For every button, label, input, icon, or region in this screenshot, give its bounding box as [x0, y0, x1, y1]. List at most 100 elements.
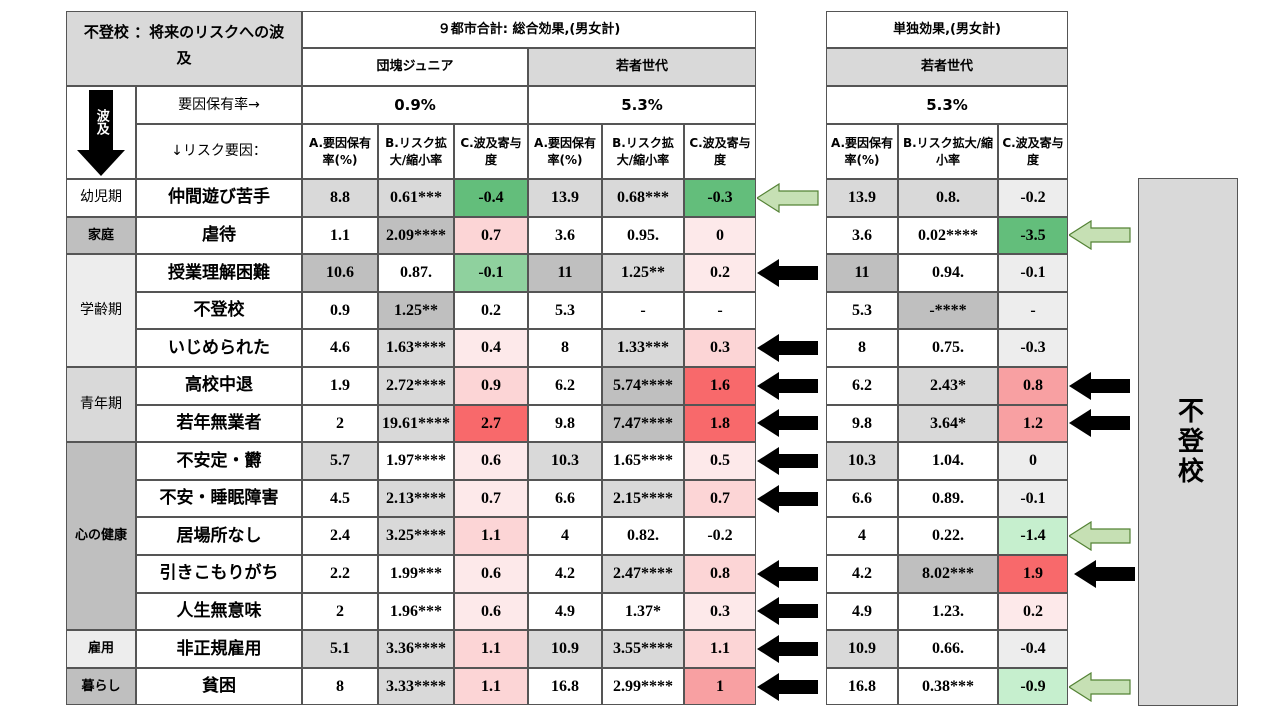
- risk-factor-name: 不安・睡眠障害: [136, 479, 302, 518]
- value-col-a: 2: [302, 592, 378, 631]
- value-col-a: 10.9: [826, 630, 898, 668]
- value-col-c: 0: [684, 216, 756, 255]
- left-arrow-outline-icon: [1069, 521, 1131, 552]
- value-col-a: 3.6: [826, 216, 898, 255]
- page-title-cont: 及: [176, 49, 192, 68]
- value-col-a: 8: [528, 329, 602, 367]
- value-col-b: 1.25**: [602, 254, 684, 292]
- value-col-a: 4.9: [528, 592, 602, 631]
- value-col-a: 4: [528, 517, 602, 555]
- value-col-c: 0.3: [684, 329, 756, 367]
- value-col-b: 1.96***: [378, 592, 454, 631]
- subheader-col-c: C.波及寄与度: [454, 124, 528, 179]
- value-col-c: -: [998, 291, 1068, 330]
- subheader-col-c: C.波及寄与度: [684, 124, 756, 179]
- value-col-a: 16.8: [528, 667, 602, 706]
- down-arrow-icon: [77, 89, 125, 176]
- prevalence-wakamono: 5.3%: [528, 86, 756, 124]
- value-col-c: -0.1: [454, 254, 528, 292]
- left-arrow-icon: [757, 672, 818, 701]
- value-col-b: 2.47****: [602, 555, 684, 593]
- value-col-c: -0.1: [998, 479, 1068, 518]
- value-col-a: 4.2: [826, 555, 898, 593]
- left-arrow-icon: [757, 635, 818, 663]
- value-col-b: 0.95.: [602, 216, 684, 255]
- value-col-b: 0.94.: [898, 254, 998, 292]
- left-arrow-icon: [757, 334, 818, 363]
- value-col-b: 3.36****: [378, 630, 454, 668]
- section-label: 家庭: [66, 216, 136, 255]
- left-arrow-icon: [757, 559, 818, 588]
- value-col-c: -0.3: [998, 329, 1068, 367]
- value-col-c: 0.4: [454, 329, 528, 367]
- value-col-c: 0.2: [684, 254, 756, 292]
- right-label: 不登校: [1138, 178, 1238, 706]
- value-col-c: 0.7: [454, 216, 528, 255]
- value-col-a: 11: [826, 254, 898, 292]
- value-col-b: 0.82.: [602, 517, 684, 555]
- page-title: 不登校 ：将来のリスクへの波: [83, 23, 285, 41]
- value-col-b: 7.47****: [602, 404, 684, 443]
- value-col-c: 1.1: [454, 517, 528, 555]
- section-label: 幼児期: [66, 179, 136, 217]
- value-col-c: 1.2: [998, 404, 1068, 443]
- value-col-c: 0.2: [998, 592, 1068, 631]
- value-col-a: 6.6: [826, 479, 898, 518]
- value-col-a: 10.6: [302, 254, 378, 292]
- value-col-a: 5.7: [302, 442, 378, 480]
- value-col-c: -0.1: [998, 254, 1068, 292]
- risk-factor-name: 居場所なし: [136, 517, 302, 555]
- value-col-b: 1.63****: [378, 329, 454, 367]
- value-col-b: 8.02***: [898, 555, 998, 593]
- group-dankai: 団塊ジュニア: [302, 48, 528, 86]
- value-col-c: 0.2: [454, 291, 528, 330]
- value-col-c: 0: [998, 442, 1068, 480]
- value-col-a: 4.2: [528, 555, 602, 593]
- value-col-b: -: [602, 291, 684, 330]
- value-col-b: 2.99****: [602, 667, 684, 706]
- value-col-b: 1.37*: [602, 592, 684, 631]
- hakyu-cell: 波及: [66, 86, 136, 179]
- section-label: 暮らし: [66, 667, 136, 706]
- value-col-c: 0.6: [454, 442, 528, 480]
- value-col-b: 5.74****: [602, 367, 684, 405]
- value-col-c: 1.6: [684, 367, 756, 405]
- value-col-c: -0.4: [454, 179, 528, 217]
- value-col-c: 0.7: [684, 479, 756, 518]
- value-col-a: 13.9: [528, 179, 602, 217]
- value-col-a: 1.1: [302, 216, 378, 255]
- left-arrow-icon: [1074, 559, 1135, 588]
- value-col-a: 6.2: [528, 367, 602, 405]
- subheader-col-a: A.要因保有率(%): [826, 124, 898, 179]
- value-col-a: 10.9: [528, 630, 602, 668]
- right-label-text: 不登校: [1173, 397, 1204, 487]
- value-col-b: 2.13****: [378, 479, 454, 518]
- value-col-b: 1.99***: [378, 555, 454, 593]
- value-col-b: 0.75.: [898, 329, 998, 367]
- section-label: 学齢期: [66, 254, 136, 367]
- value-col-a: 11: [528, 254, 602, 292]
- header-total: ９都市合計: 総合効果,(男女計): [302, 11, 756, 48]
- value-col-a: 4: [826, 517, 898, 555]
- value-col-b: 2.09****: [378, 216, 454, 255]
- risk-factor-name: 高校中退: [136, 367, 302, 405]
- prevalence-dankai: 0.9%: [302, 86, 528, 124]
- value-col-a: 9.8: [826, 404, 898, 443]
- value-col-c: -0.3: [684, 179, 756, 217]
- value-col-c: 1.9: [998, 555, 1068, 593]
- value-col-b: 3.25****: [378, 517, 454, 555]
- risk-factor-name: 授業理解困難: [136, 254, 302, 292]
- section-label: 青年期: [66, 367, 136, 443]
- left-arrow-icon: [757, 371, 818, 400]
- value-col-b: 0.8.: [898, 179, 998, 217]
- value-col-b: 1.23.: [898, 592, 998, 631]
- value-col-c: 1: [684, 667, 756, 706]
- value-col-b: 3.33****: [378, 667, 454, 706]
- value-col-a: 0.9: [302, 291, 378, 330]
- risk-factor-label: ↓リスク要因：: [136, 124, 302, 179]
- risk-factor-name: 非正規雇用: [136, 630, 302, 668]
- value-col-b: 0.02****: [898, 216, 998, 255]
- title-cell: 不登校 ：将来のリスクへの波及: [66, 11, 302, 86]
- value-col-c: 0.8: [998, 367, 1068, 405]
- risk-factor-name: 不登校: [136, 291, 302, 330]
